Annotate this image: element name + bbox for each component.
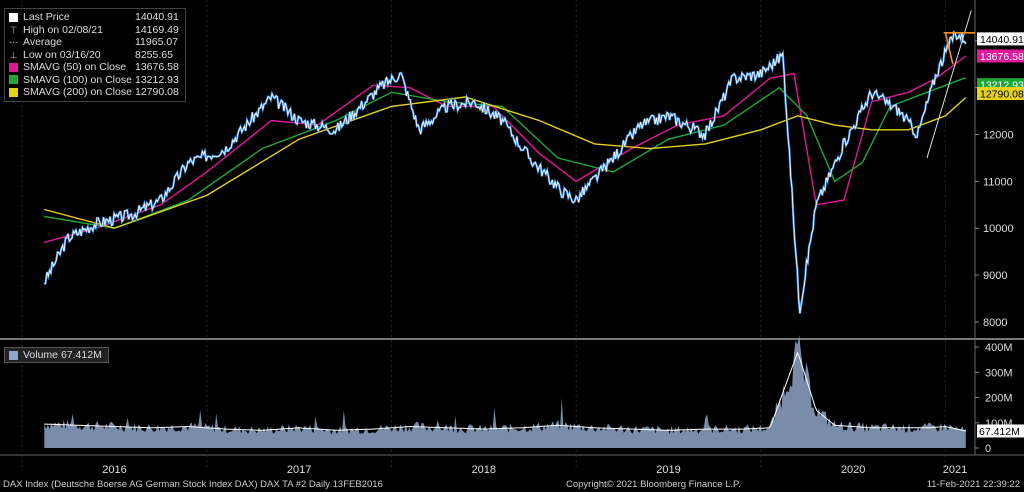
volume-legend-value: 67.412M [60, 349, 102, 361]
sma50-swatch [9, 62, 18, 72]
price-tick-label: 8000 [983, 317, 1007, 329]
value-tag-box [977, 32, 1024, 46]
volume-tick-label: 400M [985, 342, 1013, 354]
moving-average-lines [44, 55, 967, 243]
volume-tick-label: 200M [985, 393, 1013, 405]
volume-legend-label: Volume [23, 349, 59, 361]
year-label: 2016 [102, 464, 126, 476]
legend-label: Low on 03/16/20 [23, 48, 101, 61]
legend-sma200: SMAVG (200) on Close 12790.08 [9, 86, 179, 99]
price-tick-label: 11000 [983, 176, 1013, 188]
sma200-swatch [9, 87, 18, 97]
trendline [926, 10, 972, 159]
volume-average-line [44, 351, 966, 432]
legend-sma50: SMAVG (50) on Close 13676.58 [9, 61, 179, 74]
value-tag-box [977, 49, 1024, 63]
sma-line [44, 96, 967, 229]
volume-swatch [9, 350, 18, 360]
footer-security: DAX Index (Deutsche Boerse AG German Sto… [3, 479, 383, 490]
legend-label: High on 02/08/21 [23, 23, 103, 36]
chart-footer: DAX Index (Deutsche Boerse AG German Sto… [0, 478, 1024, 492]
low-marker-icon: ⊥ [9, 49, 18, 60]
footer-timestamp: 11-Feb-2021 22:39:22 [926, 479, 1020, 490]
legend-value: 8255.65 [135, 48, 173, 61]
legend-label: SMAVG (50) on Close [23, 61, 127, 73]
year-label: 2021 [943, 464, 967, 476]
legend-value: 14040.91 [135, 11, 179, 23]
legend-value: 13676.58 [135, 61, 179, 73]
trend-annotations [926, 10, 975, 159]
legend-value: 13212.93 [135, 73, 179, 86]
sma-line [44, 77, 967, 229]
legend-label: SMAVG (200) on Close [23, 86, 132, 98]
footer-copyright: Copyright© 2021 Bloomberg Finance L.P. [566, 479, 741, 490]
high-marker-icon: ⊤ [9, 24, 18, 35]
last-price-swatch [9, 12, 18, 22]
price-line [43, 30, 967, 314]
legend-high: ⊤ High on 02/08/21 14169.49 [9, 24, 179, 37]
value-tag-text: 12790.08 [980, 88, 1024, 100]
sma-line [44, 55, 967, 243]
legend-last-price: Last Price 14040.91 [9, 11, 179, 24]
grid-lines [0, 0, 1024, 470]
legend-value: 14169.49 [135, 23, 179, 36]
channel-line [944, 32, 954, 65]
volume-tag-box [977, 424, 1024, 438]
year-label: 2018 [472, 464, 496, 476]
value-tag-text: 13676.58 [980, 51, 1024, 63]
value-tag-text: 14040.91 [980, 34, 1024, 46]
sma100-swatch [9, 75, 18, 85]
chart-legend: Last Price 14040.91 ⊤ High on 02/08/21 1… [4, 8, 186, 102]
year-label: 2017 [287, 464, 311, 476]
legend-value: 12790.08 [135, 86, 179, 98]
volume-area [44, 334, 966, 448]
legend-low: ⊥ Low on 03/16/20 8255.65 [9, 49, 179, 62]
legend-label: Average [23, 36, 62, 48]
legend-sma100: SMAVG (100) on Close 13212.93 [9, 74, 179, 87]
year-label: 2020 [841, 464, 865, 476]
legend-label: SMAVG (100) on Close [23, 73, 132, 86]
value-tag-box [977, 86, 1024, 100]
legend-value: 11965.07 [135, 36, 179, 48]
year-label: 2019 [656, 464, 680, 476]
price-tick-label: 10000 [983, 223, 1014, 235]
volume-legend: Volume 67.412M [4, 347, 109, 363]
average-marker-icon: -·- [9, 37, 18, 47]
last-price-line [44, 31, 967, 314]
volume-tag-text: 67.412M [979, 426, 1020, 438]
volume-tick-label: 0 [985, 443, 991, 455]
volume-bars [44, 334, 966, 448]
price-tick-label: 12000 [983, 130, 1014, 142]
legend-label: Last Price [23, 11, 70, 23]
price-tick-label: 9000 [983, 270, 1007, 282]
legend-average: -·- Average 11965.07 [9, 36, 179, 49]
volume-tick-label: 300M [985, 367, 1013, 379]
